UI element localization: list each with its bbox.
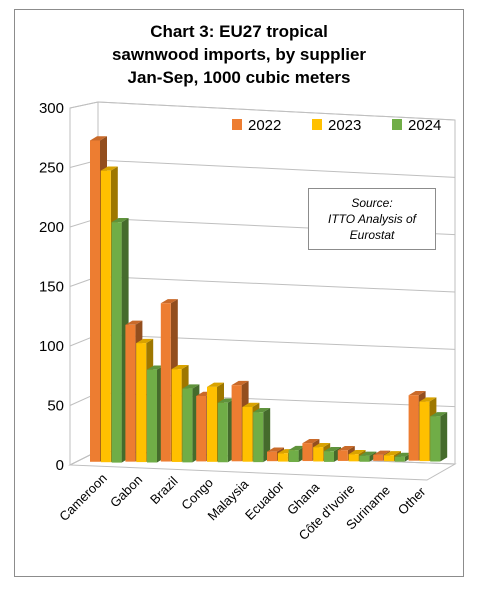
gridline (97, 101, 456, 121)
bar-2022 (125, 324, 136, 462)
bar-top-2022 (90, 136, 107, 141)
y-tick-label: 250 (39, 160, 64, 177)
y-tick-label: 150 (39, 279, 64, 296)
bar-top-2022 (231, 380, 249, 386)
bar-2023 (207, 386, 217, 462)
bar-top-2024 (253, 407, 271, 413)
bar-2024 (253, 412, 264, 463)
chart-title: Chart 3: EU27 tropical sawnwood imports,… (0, 20, 478, 89)
bar-top-2022 (337, 446, 355, 451)
gridline (97, 159, 456, 178)
bar-2023 (277, 453, 288, 462)
bar-2023 (348, 454, 359, 462)
bar-top-2022 (373, 450, 391, 455)
bar-side-2024 (263, 407, 271, 463)
legend-label-2023: 2023 (328, 117, 361, 134)
bar-top-2024 (359, 451, 377, 456)
x-tick-label: Ecuador (242, 478, 287, 523)
bar-2022 (160, 303, 171, 462)
legend-swatch-2024 (392, 119, 402, 130)
bar-top-2022 (160, 299, 178, 304)
legend-swatch-2023 (312, 119, 322, 130)
x-tick-label: Brazil (147, 473, 181, 507)
bar-top-2023 (207, 382, 224, 387)
bar-2023 (171, 369, 182, 462)
bar-top-2023 (313, 442, 331, 448)
legend-swatch-2022 (232, 119, 242, 130)
x-tick-label: Gabon (107, 472, 145, 510)
y-tick-label: 50 (47, 398, 64, 415)
bar-top-2024 (147, 365, 164, 370)
y-tick-label: 100 (39, 338, 64, 355)
bar-top-2023 (136, 338, 154, 344)
legend-label-2022: 2022 (248, 117, 281, 134)
bar-top-2023 (419, 397, 437, 402)
gridline (97, 334, 456, 350)
bar-side-2024 (440, 412, 448, 462)
bar-top-2024 (324, 446, 341, 452)
bar-top-2023 (100, 166, 118, 171)
bar-top-2023 (171, 364, 189, 370)
bar-2024 (288, 450, 299, 463)
source-annotation: Source: ITTO Analysis of Eurostat (308, 188, 436, 250)
bar-2022 (337, 450, 348, 461)
bar-top-2023 (242, 402, 260, 407)
bar-2024 (111, 222, 122, 463)
bar-2022 (373, 454, 384, 461)
y-tick-label: 200 (39, 219, 64, 236)
bar-top-2024 (182, 384, 200, 389)
gridline (97, 276, 456, 293)
bar-2024 (217, 402, 228, 463)
bar-top-2022 (125, 320, 143, 325)
bar-2024 (359, 455, 370, 462)
bar-2023 (313, 447, 324, 462)
bar-top-2022 (302, 439, 320, 444)
chart-title-line-1: Chart 3: EU27 tropical (150, 22, 328, 41)
bar-2023 (242, 406, 253, 462)
gridline-side (69, 101, 99, 109)
chart-title-line-3: Jan-Sep, 1000 cubic meters (127, 68, 351, 87)
source-line-2: ITTO Analysis of (327, 212, 417, 226)
bar-top-2022 (408, 391, 426, 396)
bar-top-2024 (217, 398, 235, 403)
bar-top-2022 (267, 447, 284, 452)
bar-2023 (419, 401, 430, 462)
source-line-3: Eurostat (349, 228, 395, 242)
bar-2023 (136, 343, 147, 463)
y-tick-label: 0 (56, 457, 64, 474)
bar-2022 (267, 451, 277, 462)
bar-2024 (394, 456, 405, 462)
chart-title-line-2: sawnwood imports, by supplier (111, 45, 367, 64)
bar-2024 (182, 388, 193, 463)
bar-top-2024 (111, 218, 129, 223)
y-tick-label: 300 (39, 100, 64, 117)
bar-2022 (408, 395, 419, 461)
bar-top-2024 (430, 412, 448, 417)
bar-2024 (324, 451, 334, 462)
legend-label-2024: 2024 (408, 117, 441, 134)
bar-2022 (196, 395, 207, 462)
bar-2023 (100, 170, 111, 463)
bar-2024 (430, 416, 441, 462)
bar-top-2024 (288, 445, 306, 451)
bar-2022 (90, 140, 100, 462)
bar-2022 (302, 443, 313, 462)
x-tick-label: Cameroon (56, 471, 110, 525)
bar-top-2023 (384, 451, 401, 456)
bar-top-2023 (348, 450, 366, 455)
bar-top-2024 (394, 452, 412, 457)
bar-2023 (384, 455, 394, 462)
bar-2024 (147, 369, 157, 463)
x-tick-label: Other (395, 484, 429, 518)
bar-2022 (231, 385, 242, 462)
source-line-1: Source: (351, 196, 393, 210)
